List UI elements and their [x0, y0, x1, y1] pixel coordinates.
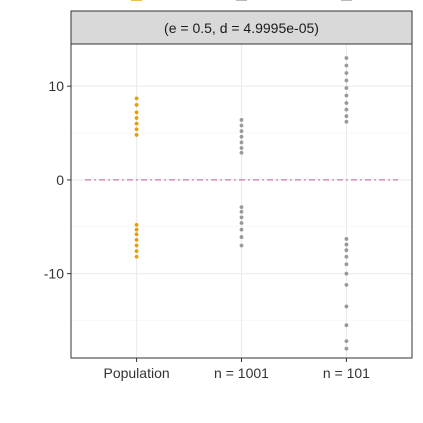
- outlier-point: [134, 232, 139, 237]
- violin-marks: [85, 0, 398, 351]
- outlier-point: [134, 227, 139, 232]
- outlier-point: [344, 119, 349, 124]
- y-tick-label: -10: [44, 266, 64, 282]
- outlier-point: [239, 146, 244, 150]
- outlier-point: [344, 346, 349, 351]
- outlier-point: [239, 243, 244, 248]
- outlier-point: [344, 271, 349, 276]
- outlier-point: [344, 93, 349, 98]
- outlier-point: [344, 237, 349, 241]
- outlier-point: [134, 223, 139, 227]
- outlier-point: [239, 235, 244, 239]
- outlier-point: [239, 129, 244, 134]
- outlier-point: [134, 243, 139, 248]
- y-tick-label: 10: [48, 78, 64, 94]
- outlier-point: [344, 262, 349, 267]
- outlier-point: [344, 248, 349, 253]
- outlier-point: [344, 71, 349, 75]
- outlier-point: [344, 107, 349, 112]
- outlier-point: [239, 150, 244, 155]
- outlier-point: [134, 237, 139, 242]
- outlier-point: [344, 56, 349, 60]
- y-tick-label: 0: [56, 172, 64, 188]
- outlier-point: [344, 339, 349, 344]
- outlier-point: [134, 103, 139, 107]
- outlier-point: [344, 323, 349, 328]
- x-tick-label: n = 1001: [214, 365, 269, 381]
- outlier-point: [239, 205, 244, 209]
- x-tick-label: n = 101: [323, 365, 370, 381]
- gridlines: [71, 44, 412, 358]
- outlier-point: [344, 114, 349, 119]
- outlier-point: [134, 254, 139, 259]
- outlier-point: [239, 221, 244, 225]
- outlier-point: [134, 110, 139, 115]
- outlier-point: [134, 133, 139, 137]
- outlier-point: [239, 123, 244, 128]
- outlier-point: [344, 78, 349, 83]
- x-tick-label: Population: [103, 365, 169, 381]
- outlier-point: [239, 227, 244, 232]
- outlier-point: [239, 209, 244, 214]
- outlier-point: [344, 242, 349, 247]
- facet-label: (e = 0.5, d = 4.9995e-05): [164, 20, 319, 36]
- outlier-point: [239, 134, 244, 139]
- violin-group: [131, 0, 143, 259]
- violin-group: [341, 0, 352, 351]
- outlier-point: [239, 215, 244, 220]
- outlier-point: [134, 121, 139, 126]
- outlier-point: [344, 282, 349, 287]
- outlier-point: [134, 96, 139, 101]
- violin-group: [236, 0, 247, 248]
- outlier-point: [344, 63, 349, 68]
- outlier-point: [134, 249, 139, 254]
- y-axis: 10 0 -10: [44, 78, 71, 282]
- outlier-point: [344, 101, 349, 105]
- outlier-point: [344, 86, 349, 90]
- outlier-point: [344, 254, 349, 259]
- outlier-point: [344, 304, 349, 309]
- x-axis: Population n = 1001 n = 101: [103, 358, 370, 381]
- outlier-point: [134, 127, 139, 132]
- outlier-point: [239, 118, 244, 122]
- outlier-point: [134, 116, 139, 120]
- facet-strip: [70, 10, 413, 45]
- outlier-point: [239, 140, 244, 145]
